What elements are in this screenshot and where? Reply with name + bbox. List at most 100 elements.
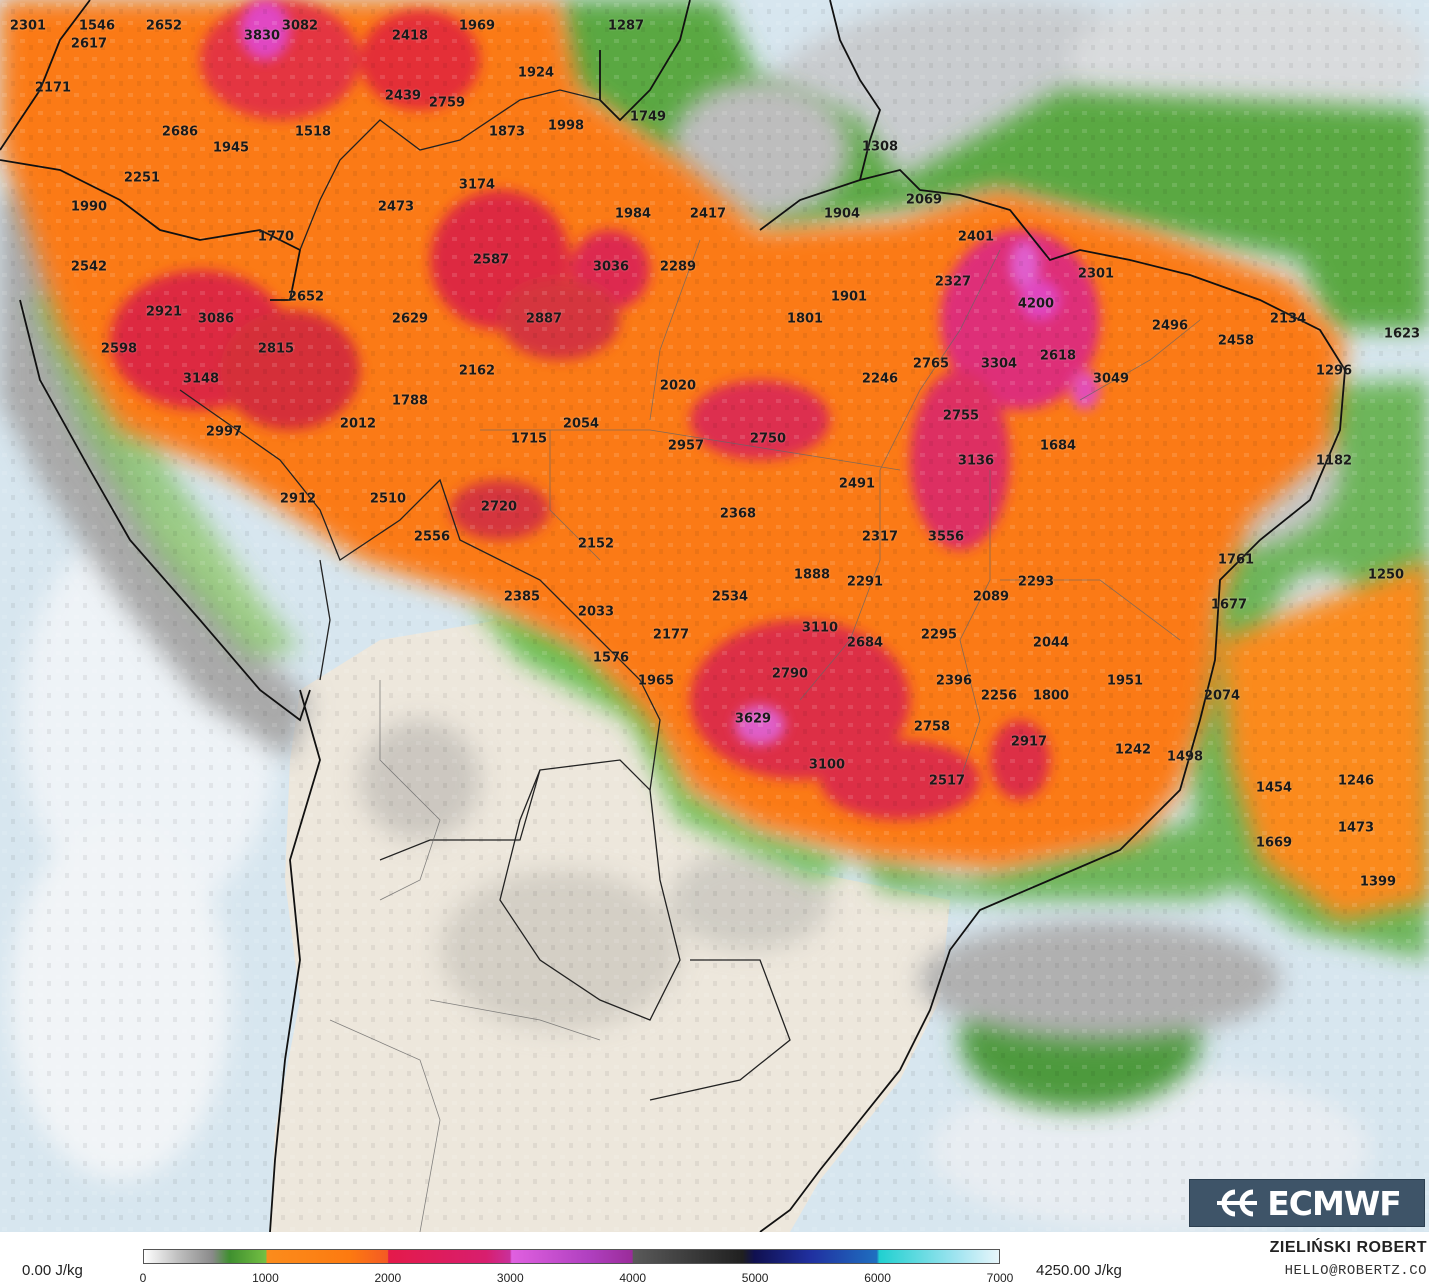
cape-value-label: 3830 (243, 28, 281, 44)
cape-value-label: 1399 (1359, 874, 1397, 890)
cape-value-label: 2684 (846, 635, 884, 651)
cape-value-label: 2295 (920, 627, 958, 643)
cape-value-label: 3148 (182, 371, 220, 387)
cape-value-label: 2556 (413, 529, 451, 545)
cape-value-label: 2152 (577, 536, 615, 552)
ecmwf-logo-mark-icon (1217, 1189, 1258, 1217)
colorbar-min-label: 0.00 J/kg (22, 1262, 83, 1279)
colorbar-tick-label: 7000 (986, 1271, 1014, 1285)
cape-value-label: 1984 (614, 206, 652, 222)
cape-value-label: 1246 (1337, 773, 1375, 789)
cape-value-label: 1677 (1210, 597, 1248, 613)
cape-value-label: 1770 (257, 229, 295, 245)
cape-value-label: 1800 (1032, 688, 1070, 704)
cape-value-label: 1904 (823, 206, 861, 222)
cape-value-label: 3629 (734, 711, 772, 727)
cape-value-label: 2291 (846, 574, 884, 590)
cape-value-label: 2652 (287, 289, 325, 305)
cape-value-label: 1998 (547, 118, 585, 134)
cape-value-label: 2439 (384, 88, 422, 104)
cape-value-label: 2089 (972, 589, 1010, 605)
cape-value-label: 2020 (659, 378, 697, 394)
colorbar (143, 1249, 1000, 1264)
cape-value-label: 1518 (294, 124, 332, 140)
colorbar-tick-label: 4000 (619, 1271, 647, 1285)
cape-value-label: 2327 (934, 274, 972, 290)
cape-value-label: 1498 (1166, 749, 1204, 765)
cape-value-label: 2473 (377, 199, 415, 215)
map-canvas (0, 0, 1429, 1232)
cape-value-label: 1924 (517, 65, 555, 81)
cape-value-label: 4200 (1017, 296, 1055, 312)
cape-value-label: 2293 (1017, 574, 1055, 590)
cape-value-label: 2517 (928, 773, 966, 789)
cape-value-label: 2054 (562, 416, 600, 432)
cape-value-label: 2887 (525, 311, 563, 327)
cape-value-label: 2301 (9, 18, 47, 34)
cape-value-label: 2758 (913, 719, 951, 735)
cape-value-label: 1749 (629, 109, 667, 125)
cape-value-label: 2012 (339, 416, 377, 432)
state-borders (329, 239, 1201, 1232)
colorbar-tick-label: 0 (139, 1271, 147, 1285)
cape-value-label: 2033 (577, 604, 615, 620)
colorbar-tick-label: 5000 (741, 1271, 769, 1285)
coastline (0, 0, 1346, 1232)
cape-value-label: 3136 (957, 453, 995, 469)
cape-value-label: 2301 (1077, 266, 1115, 282)
cape-value-label: 1623 (1383, 326, 1421, 342)
cape-value-label: 2134 (1269, 311, 1307, 327)
cape-value-label: 3082 (281, 18, 319, 34)
cape-value-label: 2074 (1203, 688, 1241, 704)
ecmwf-logo: ECMWF (1189, 1179, 1425, 1227)
cape-value-label: 2044 (1032, 635, 1070, 651)
cape-value-label: 2317 (861, 529, 899, 545)
cape-value-label: 2171 (34, 80, 72, 96)
cape-value-label: 3049 (1092, 371, 1130, 387)
cape-value-label: 2496 (1151, 318, 1189, 334)
cape-value-label: 1250 (1367, 567, 1405, 583)
cape-value-label: 1888 (793, 567, 831, 583)
cape-value-label: 2417 (689, 206, 727, 222)
cape-value-label: 1761 (1217, 552, 1255, 568)
cape-value-label: 3100 (808, 757, 846, 773)
cape-value-label: 1454 (1255, 780, 1293, 796)
cape-value-label: 2385 (503, 589, 541, 605)
colorbar-tick-label: 1000 (252, 1271, 279, 1285)
cape-value-label: 2246 (861, 371, 899, 387)
cape-value-label: 1901 (830, 289, 868, 305)
cape-value-label: 2790 (771, 666, 809, 682)
author-email: HELLO@ROBERTZ.CO (1284, 1263, 1427, 1279)
cape-value-label: 1945 (212, 140, 250, 156)
colorbar-tick-label: 2000 (374, 1271, 402, 1285)
cape-value-label: 2652 (145, 18, 183, 34)
cape-value-label: 1873 (488, 124, 526, 140)
cape-value-label: 2618 (1039, 348, 1077, 364)
cape-value-label: 2251 (123, 170, 161, 186)
cape-value-label: 2686 (161, 124, 199, 140)
author-credit: ZIELIŃSKI ROBERT (1269, 1239, 1427, 1256)
cape-value-label: 3174 (458, 177, 496, 193)
cape-value-label: 1308 (861, 139, 899, 155)
cape-value-label: 2162 (458, 363, 496, 379)
cape-value-label: 1951 (1106, 673, 1144, 689)
cape-value-label: 1715 (510, 431, 548, 447)
cape-value-label: 2815 (257, 341, 295, 357)
cape-value-label: 2177 (652, 627, 690, 643)
cape-value-label: 2759 (428, 95, 466, 111)
cape-value-label: 2510 (369, 491, 407, 507)
cape-value-label: 2368 (719, 506, 757, 522)
cape-value-label: 1669 (1255, 835, 1293, 851)
cape-value-label: 1969 (458, 18, 496, 34)
cape-value-label: 2912 (279, 491, 317, 507)
cape-value-label: 1990 (70, 199, 108, 215)
country-borders (179, 89, 791, 1101)
cape-value-label: 1296 (1315, 363, 1353, 379)
cape-value-label: 2750 (749, 431, 787, 447)
cape-value-label: 3036 (592, 259, 630, 275)
cape-value-label: 3086 (197, 311, 235, 327)
cape-value-label: 2542 (70, 259, 108, 275)
cape-value-label: 1182 (1315, 453, 1353, 469)
cape-value-label: 2629 (391, 311, 429, 327)
cape-value-label: 2917 (1010, 734, 1048, 750)
